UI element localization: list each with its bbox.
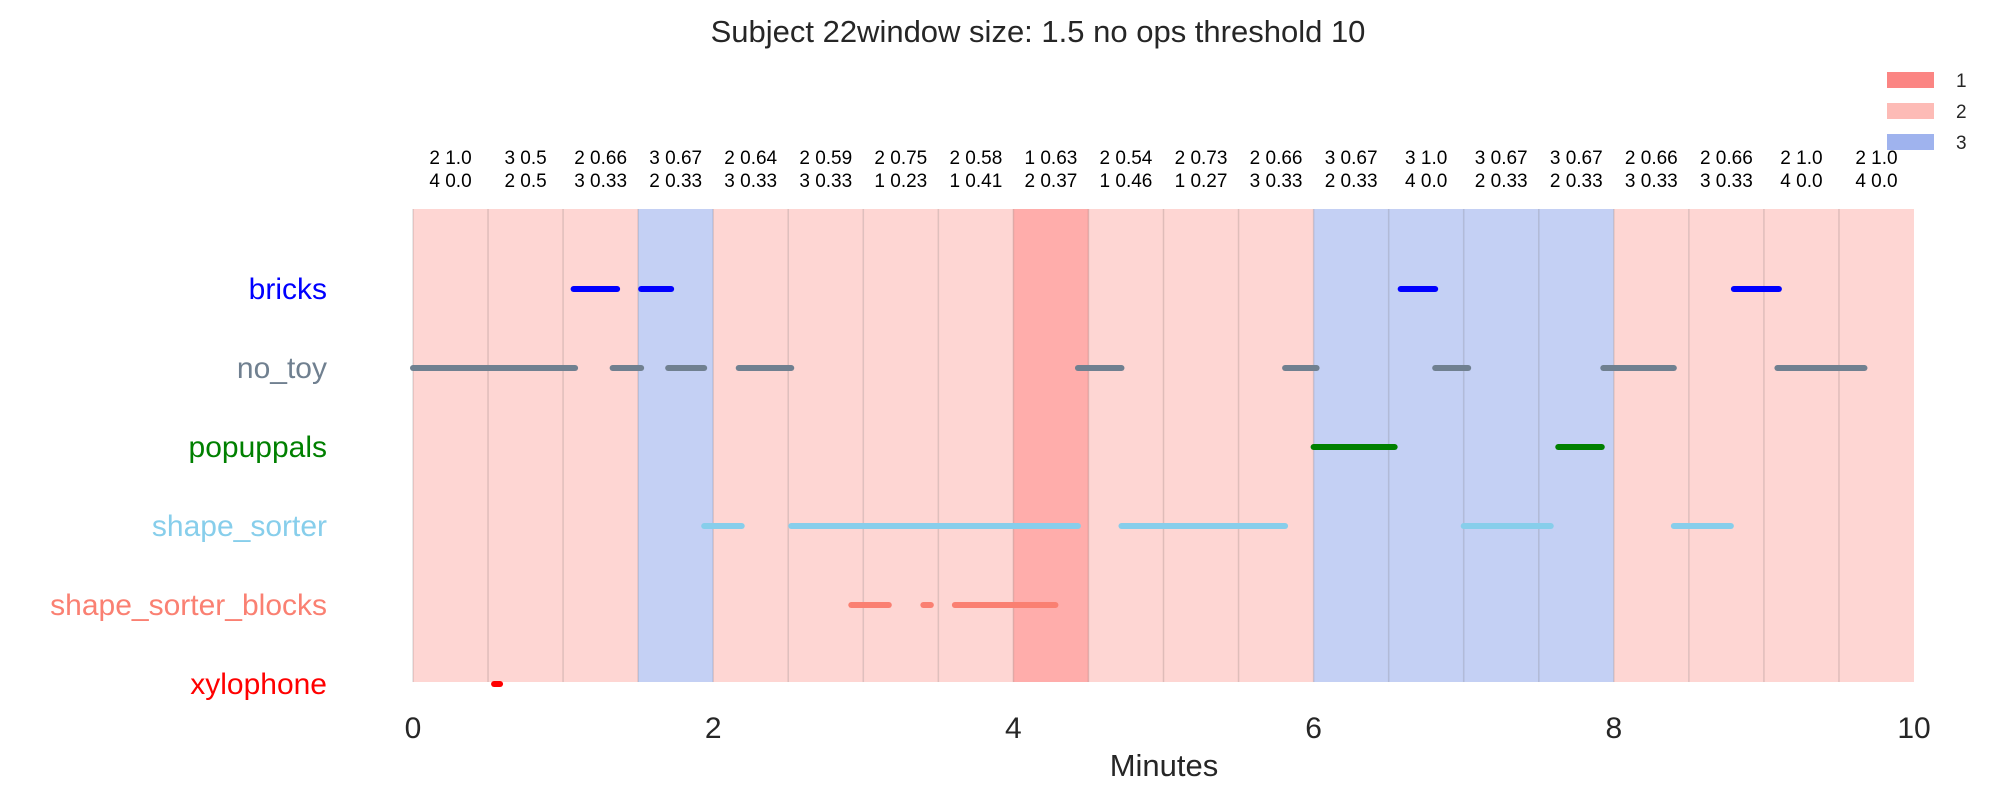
window-label-top: 3 1.0 [1405,148,1447,169]
window-band-11 [1238,209,1314,682]
chart-title: Subject 22window size: 1.5 no ops thresh… [711,14,1366,49]
window-label-bottom: 1 0.46 [1100,171,1153,192]
legend-label-3: 3 [1956,133,1967,154]
window-label-bottom: 3 0.33 [724,171,777,192]
x-tick-label: 6 [1305,712,1322,745]
window-label-top: 3 0.5 [504,148,546,169]
window-band-8 [1013,209,1089,682]
window-label-top: 2 1.0 [429,148,471,169]
toy-label-bricks: bricks [249,273,327,306]
x-tick-label: 4 [1005,712,1022,745]
window-label-bottom: 2 0.33 [1550,171,1603,192]
window-band-7 [938,209,1014,682]
window-band-10 [1163,209,1239,682]
x-tick-label: 10 [1897,712,1930,745]
window-label-top: 3 0.67 [1325,148,1378,169]
toy-labels: bricks no_toy popuppals shape_sorter shape_s… [50,273,327,701]
window-label-top: 2 0.73 [1175,148,1228,169]
window-band-6 [863,209,939,682]
window-bands [412,209,1914,682]
toy-label-shape_sorter_blocks: shape_sorter_blocks [50,589,327,622]
window-label-top: 2 1.0 [1780,148,1822,169]
legend-swatch-1 [1887,72,1934,88]
window-label-bottom: 2 0.33 [649,171,702,192]
window-band-5 [788,209,864,682]
legend-label-1: 1 [1956,71,1967,92]
window-label-top: 1 0.63 [1025,148,1078,169]
window-label-bottom: 1 0.23 [874,171,927,192]
window-label-top: 2 0.64 [724,148,777,169]
x-tick-label: 8 [1605,712,1622,745]
window-label-top: 3 0.67 [1475,148,1528,169]
window-label-top: 2 0.59 [799,148,852,169]
window-band-13 [1388,209,1464,682]
x-axis-ticks: 0 2 4 6 8 10 [405,712,1931,745]
window-label-bottom: 4 0.0 [1780,171,1822,192]
window-band-2 [563,209,639,682]
window-band-9 [1088,209,1164,682]
window-label-top: 3 0.67 [649,148,702,169]
window-band-16 [1613,209,1689,682]
window-label-bottom: 3 0.33 [574,171,627,192]
window-band-17 [1688,209,1764,682]
window-labels: 2 1.04 0.03 0.52 0.52 0.663 0.333 0.672 … [429,148,1897,192]
window-label-top: 2 0.66 [1625,148,1678,169]
window-band-14 [1463,209,1539,682]
window-band-4 [713,209,789,682]
window-label-bottom: 2 0.33 [1325,171,1378,192]
x-axis-label: Minutes [1110,748,1219,783]
x-tick-label: 0 [405,712,422,745]
window-label-bottom: 2 0.5 [504,171,546,192]
window-label-top: 2 1.0 [1855,148,1897,169]
window-band-19 [1838,209,1914,682]
toy-label-no_toy: no_toy [237,352,327,385]
legend-swatch-3 [1887,134,1934,150]
window-label-top: 2 0.58 [949,148,1002,169]
legend-label-2: 2 [1956,102,1967,123]
activity-segments [410,286,1868,687]
window-band-18 [1763,209,1839,682]
legend: 1 2 3 [1887,71,1967,154]
legend-swatch-2 [1887,103,1934,119]
window-label-bottom: 3 0.33 [1250,171,1303,192]
window-label-bottom: 3 0.33 [1700,171,1753,192]
window-label-top: 2 0.66 [1700,148,1753,169]
window-label-top: 3 0.67 [1550,148,1603,169]
window-label-bottom: 1 0.41 [949,171,1002,192]
toy-label-popuppals: popuppals [189,431,327,464]
window-band-0 [413,209,489,682]
window-label-bottom: 2 0.37 [1025,171,1078,192]
window-label-bottom: 3 0.33 [799,171,852,192]
window-label-top: 2 0.66 [1250,148,1303,169]
x-tick-label: 2 [705,712,722,745]
window-label-top: 2 0.75 [874,148,927,169]
window-label-top: 2 0.66 [574,148,627,169]
window-band-3 [638,209,714,682]
window-label-top: 2 0.54 [1100,148,1153,169]
window-band-1 [488,209,564,682]
toy-label-shape_sorter: shape_sorter [152,510,327,543]
toy-label-xylophone: xylophone [190,668,327,701]
window-label-bottom: 4 0.0 [1405,171,1447,192]
window-label-bottom: 3 0.33 [1625,171,1678,192]
window-label-bottom: 1 0.27 [1175,171,1228,192]
window-label-bottom: 4 0.0 [429,171,471,192]
window-label-bottom: 4 0.0 [1855,171,1897,192]
window-label-bottom: 2 0.33 [1475,171,1528,192]
